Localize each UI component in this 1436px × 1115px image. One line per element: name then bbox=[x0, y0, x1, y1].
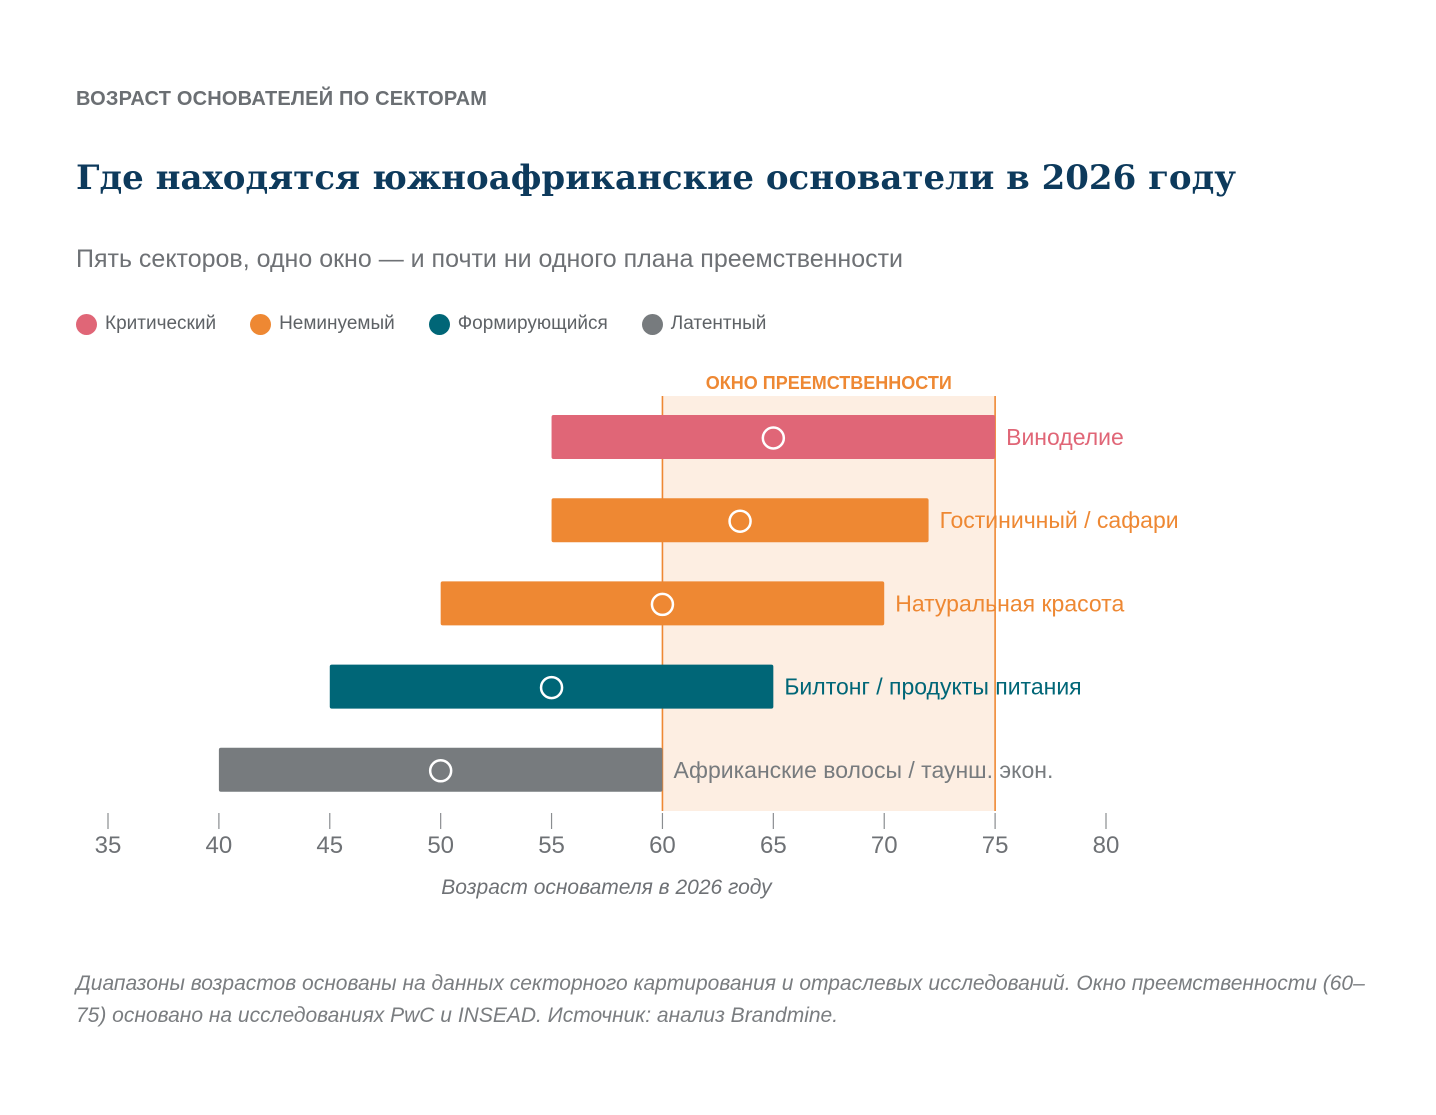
x-tick-label: 50 bbox=[427, 832, 454, 859]
legend-item-emerging: Формирующийся bbox=[428, 313, 608, 335]
median-marker bbox=[761, 426, 786, 450]
succession-window-label: ОКНО ПРЕЕМСТВЕННОСТИ bbox=[706, 373, 952, 393]
legend-item-latent: Латентный bbox=[641, 313, 767, 335]
sector-label: Натуральная красота bbox=[895, 590, 1124, 616]
sector-label: Африканские волосы / таунш. экон. bbox=[673, 757, 1053, 783]
median-marker bbox=[728, 509, 752, 533]
legend-label-critical: Критический bbox=[105, 313, 217, 334]
legend-swatch-critical bbox=[76, 313, 97, 335]
x-tick-label: 80 bbox=[1093, 832, 1120, 859]
x-tick-label: 55 bbox=[538, 832, 565, 859]
legend-swatch-imminent bbox=[250, 313, 272, 335]
median-marker bbox=[650, 592, 675, 617]
legend-item-critical: Критический bbox=[76, 313, 216, 335]
range-bar bbox=[329, 664, 774, 709]
x-tick-label: 35 bbox=[95, 832, 122, 859]
chart-subtitle: Пять секторов, одно окно — и почти ни од… bbox=[76, 245, 904, 273]
legend: Критический Неминуемый Формирующийся Лат… bbox=[76, 313, 800, 335]
legend-swatch-emerging bbox=[428, 313, 450, 335]
legend-label-emerging: Формирующийся bbox=[457, 313, 608, 334]
chart-title: Где находятся южноафриканские основатели… bbox=[76, 158, 1237, 198]
legend-label-latent: Латентный bbox=[670, 313, 767, 334]
median-marker bbox=[428, 759, 453, 783]
range-bar bbox=[551, 415, 996, 459]
x-tick-label: 45 bbox=[316, 832, 343, 859]
sector-label: Виноделие bbox=[1006, 424, 1124, 450]
x-tick-label: 40 bbox=[206, 832, 233, 859]
legend-item-imminent: Неминуемый bbox=[250, 313, 395, 335]
x-tick-label: 60 bbox=[649, 832, 676, 859]
x-tick-label: 65 bbox=[760, 832, 787, 859]
legend-swatch-latent bbox=[641, 313, 663, 335]
legend-label-imminent: Неминуемый bbox=[279, 313, 395, 334]
x-tick-label: 75 bbox=[982, 832, 1009, 859]
sector-label: Гостиничный / сафари bbox=[940, 507, 1179, 533]
x-axis-title: Возраст основателя в 2026 году bbox=[441, 876, 772, 899]
chart-eyebrow: ВОЗРАСТ ОСНОВАТЕЛЕЙ ПО СЕКТОРАМ bbox=[76, 88, 488, 110]
range-bar bbox=[440, 581, 885, 626]
range-bar bbox=[218, 747, 663, 792]
sector-label: Билтонг / продукты питания bbox=[784, 674, 1081, 700]
footnote: Диапазоны возрастов основаны на данных с… bbox=[76, 972, 1365, 1027]
x-tick-label: 70 bbox=[871, 832, 898, 859]
median-marker bbox=[539, 675, 564, 700]
range-bar bbox=[551, 498, 929, 543]
